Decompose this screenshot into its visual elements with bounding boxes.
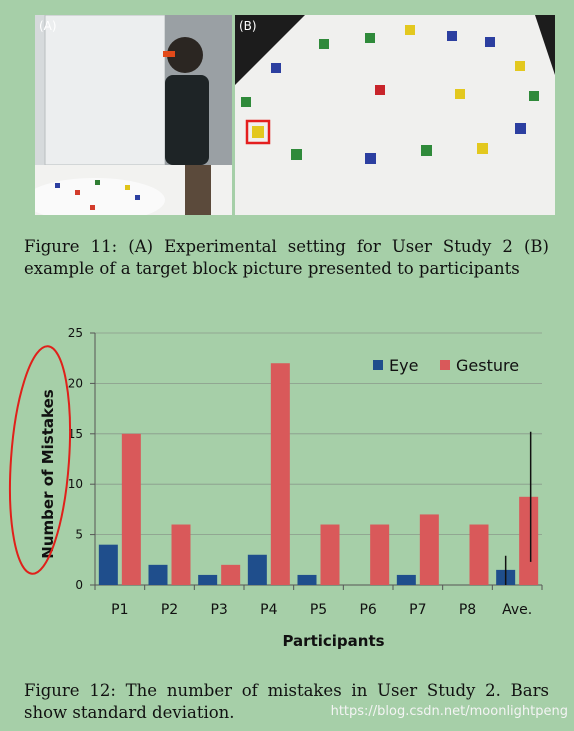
x-tick-label: P2 (161, 602, 178, 618)
gesture-bar-p6 (370, 524, 390, 585)
eye-bar-p5 (297, 574, 317, 585)
eye-bar-p7 (396, 574, 416, 585)
gesture-bar-p1 (121, 433, 141, 585)
x-tick-label: Ave. (502, 602, 532, 618)
x-tick-label: P7 (409, 602, 426, 618)
eye-legend-swatch (373, 360, 383, 370)
eye-bar-p1 (98, 544, 118, 585)
gesture-bar-p3 (221, 564, 241, 585)
x-tick-label: P8 (459, 602, 476, 618)
panel-a-label: (A) (39, 19, 57, 33)
gesture-bar-ave (519, 496, 539, 585)
y-tick-label: 5 (75, 528, 83, 542)
y-tick-labels: 0 5 10 15 20 25 (68, 326, 83, 592)
mistakes-bar-chart: 0 5 10 15 20 25 P1 P2 P3 P4 P5 P6 P7 P8 Ave. Eye Gestu… (8, 326, 543, 650)
gesture-bar-p2 (171, 524, 191, 585)
figure-11-caption: Figure 11: (A) Experimental setting for … (24, 237, 549, 278)
legend: Eye Gesture (373, 356, 519, 375)
x-tick-label: P6 (359, 602, 376, 618)
watermark: https://blog.csdn.net/moonlightpeng (330, 704, 568, 719)
eye-bar-p3 (198, 574, 218, 585)
gesture-legend-label: Gesture (456, 356, 519, 375)
y-tick-label: 15 (68, 427, 83, 441)
error-bars (504, 431, 532, 585)
bars (98, 363, 539, 585)
panel-b-label: (B) (239, 19, 257, 33)
eye-bar-p4 (247, 554, 267, 585)
figure-11-photo-b: (B) (235, 15, 555, 215)
y-tick-label: 25 (68, 326, 83, 340)
target-block-photo (235, 15, 555, 215)
figure-11-photo-a: (A) (35, 15, 232, 215)
gesture-bar-p8 (469, 524, 489, 585)
figure-12-caption: Figure 12: The number of mistakes in Use… (24, 681, 549, 722)
x-tick-label: P5 (310, 602, 327, 618)
experimental-setting-photo (35, 15, 232, 215)
y-tick-label: 10 (68, 477, 83, 491)
x-tick-labels: P1 P2 P3 P4 P5 P6 P7 P8 Ave. (111, 602, 532, 618)
gesture-bar-p7 (419, 514, 439, 585)
y-tick-label: 20 (68, 376, 83, 390)
y-tick-label: 0 (75, 578, 83, 592)
red-circle-annotation (8, 345, 72, 575)
y-axis-label: Number of Mistakes (39, 389, 57, 558)
gesture-legend-swatch (440, 360, 450, 370)
eye-bar-p2 (148, 564, 168, 585)
gesture-bar-p5 (320, 524, 340, 585)
x-tick-label: P3 (210, 602, 227, 618)
gesture-bar-p4 (270, 363, 290, 585)
x-tick-label: P1 (111, 602, 128, 618)
x-axis-label: Participants (282, 632, 384, 650)
x-tick-label: P4 (260, 602, 277, 618)
eye-legend-label: Eye (389, 356, 418, 375)
